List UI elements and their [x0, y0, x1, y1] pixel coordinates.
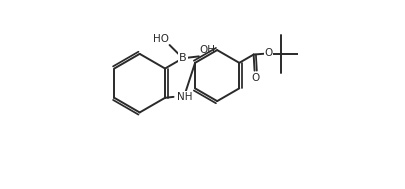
Text: HO: HO: [152, 34, 168, 44]
Text: O: O: [264, 48, 272, 58]
Text: NH: NH: [177, 92, 192, 102]
Text: O: O: [251, 73, 259, 83]
Text: B: B: [179, 53, 186, 63]
Text: OH: OH: [199, 45, 215, 55]
